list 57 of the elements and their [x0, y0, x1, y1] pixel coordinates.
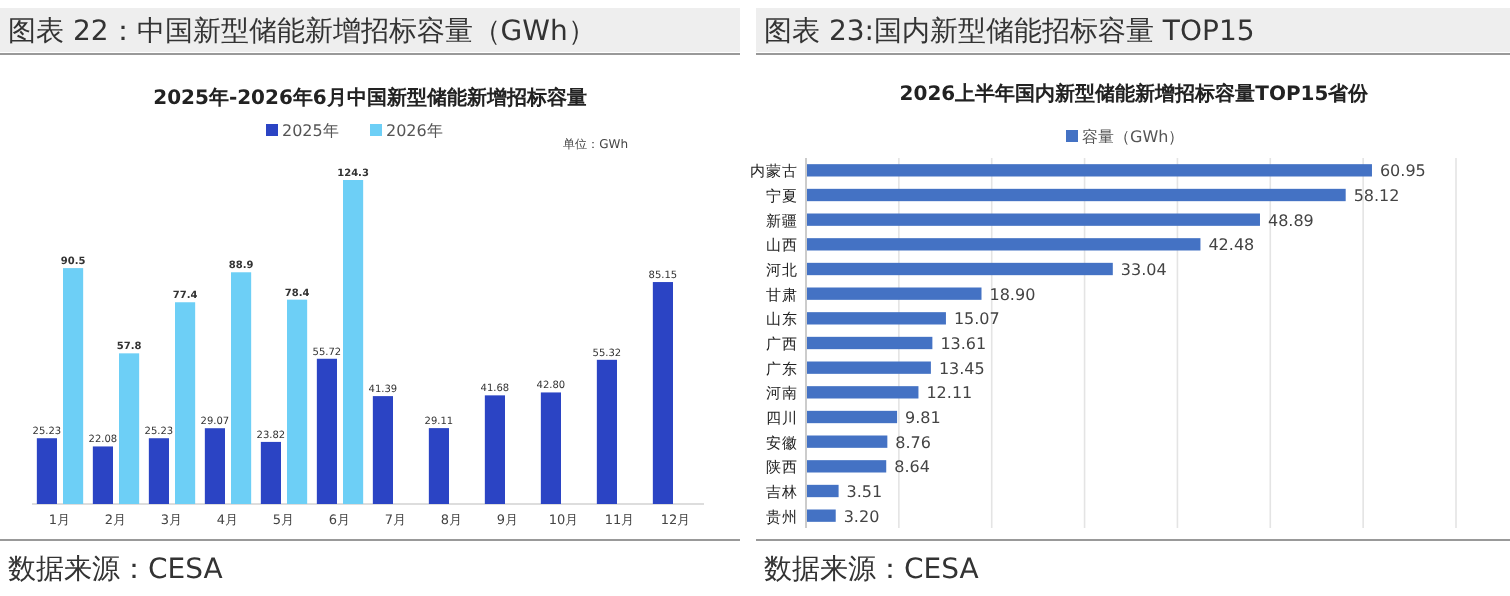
bar	[806, 238, 1201, 251]
data-label: 42.48	[1208, 236, 1255, 255]
bar	[806, 386, 919, 399]
bar	[806, 435, 888, 448]
bar	[92, 446, 113, 504]
bar	[540, 392, 561, 504]
bar	[806, 287, 982, 300]
data-label: 9.81	[905, 409, 941, 427]
chart-title: 图表 23:国内新型储能招标容量 TOP15	[764, 16, 1255, 48]
bar	[343, 180, 364, 504]
data-label: 3.20	[843, 507, 880, 526]
chart-title: 图表 22：中国新型储能新增招标容量（GWh）	[8, 16, 596, 48]
bar	[204, 428, 225, 504]
source-note: 数据来源：CESA	[8, 554, 224, 586]
bar	[36, 438, 57, 504]
bar	[148, 438, 169, 504]
legend-label: 容量（GWh）	[1082, 128, 1185, 146]
data-label: 18.90	[989, 285, 1036, 304]
bar	[119, 353, 140, 504]
bar	[806, 164, 1372, 177]
chart-subtitle: 2026上半年国内新型储能新增招标容量TOP15省份	[899, 82, 1371, 106]
source-note: 数据来源：CESA	[764, 554, 980, 586]
legend-label: 2025年	[282, 122, 339, 140]
bar	[806, 410, 898, 424]
bar	[428, 428, 449, 504]
bar	[806, 213, 1260, 226]
data-label: 13.45	[938, 359, 985, 378]
data-label: 13.61	[940, 335, 987, 353]
bar	[806, 262, 1113, 276]
data-label: 15.07	[953, 310, 1000, 329]
bar	[806, 312, 946, 325]
bar	[484, 395, 505, 504]
bar	[806, 509, 836, 522]
data-label: 8.76	[895, 433, 931, 452]
legend-label: 2026年	[386, 122, 443, 140]
chart-subtitle: 2025年-2026年6月中国新型储能新增招标容量	[153, 86, 587, 110]
bar	[63, 268, 84, 504]
bar	[806, 188, 1346, 202]
data-label: 8.64	[894, 458, 930, 477]
data-label: 12.11	[926, 384, 973, 403]
bar	[806, 460, 887, 473]
bar	[806, 484, 839, 498]
bar	[596, 359, 617, 504]
bar	[806, 336, 933, 350]
bar	[231, 272, 252, 504]
bar	[652, 282, 673, 504]
data-label: 33.04	[1120, 261, 1167, 279]
bar	[260, 441, 281, 504]
data-label: 60.95	[1379, 162, 1426, 181]
data-label: 48.89	[1267, 211, 1314, 230]
bar	[316, 358, 337, 504]
bar	[372, 396, 393, 504]
data-label: 3.51	[846, 483, 883, 501]
bar	[175, 302, 196, 504]
bar	[806, 361, 931, 374]
bar	[287, 299, 308, 504]
data-label: 58.12	[1353, 187, 1400, 205]
